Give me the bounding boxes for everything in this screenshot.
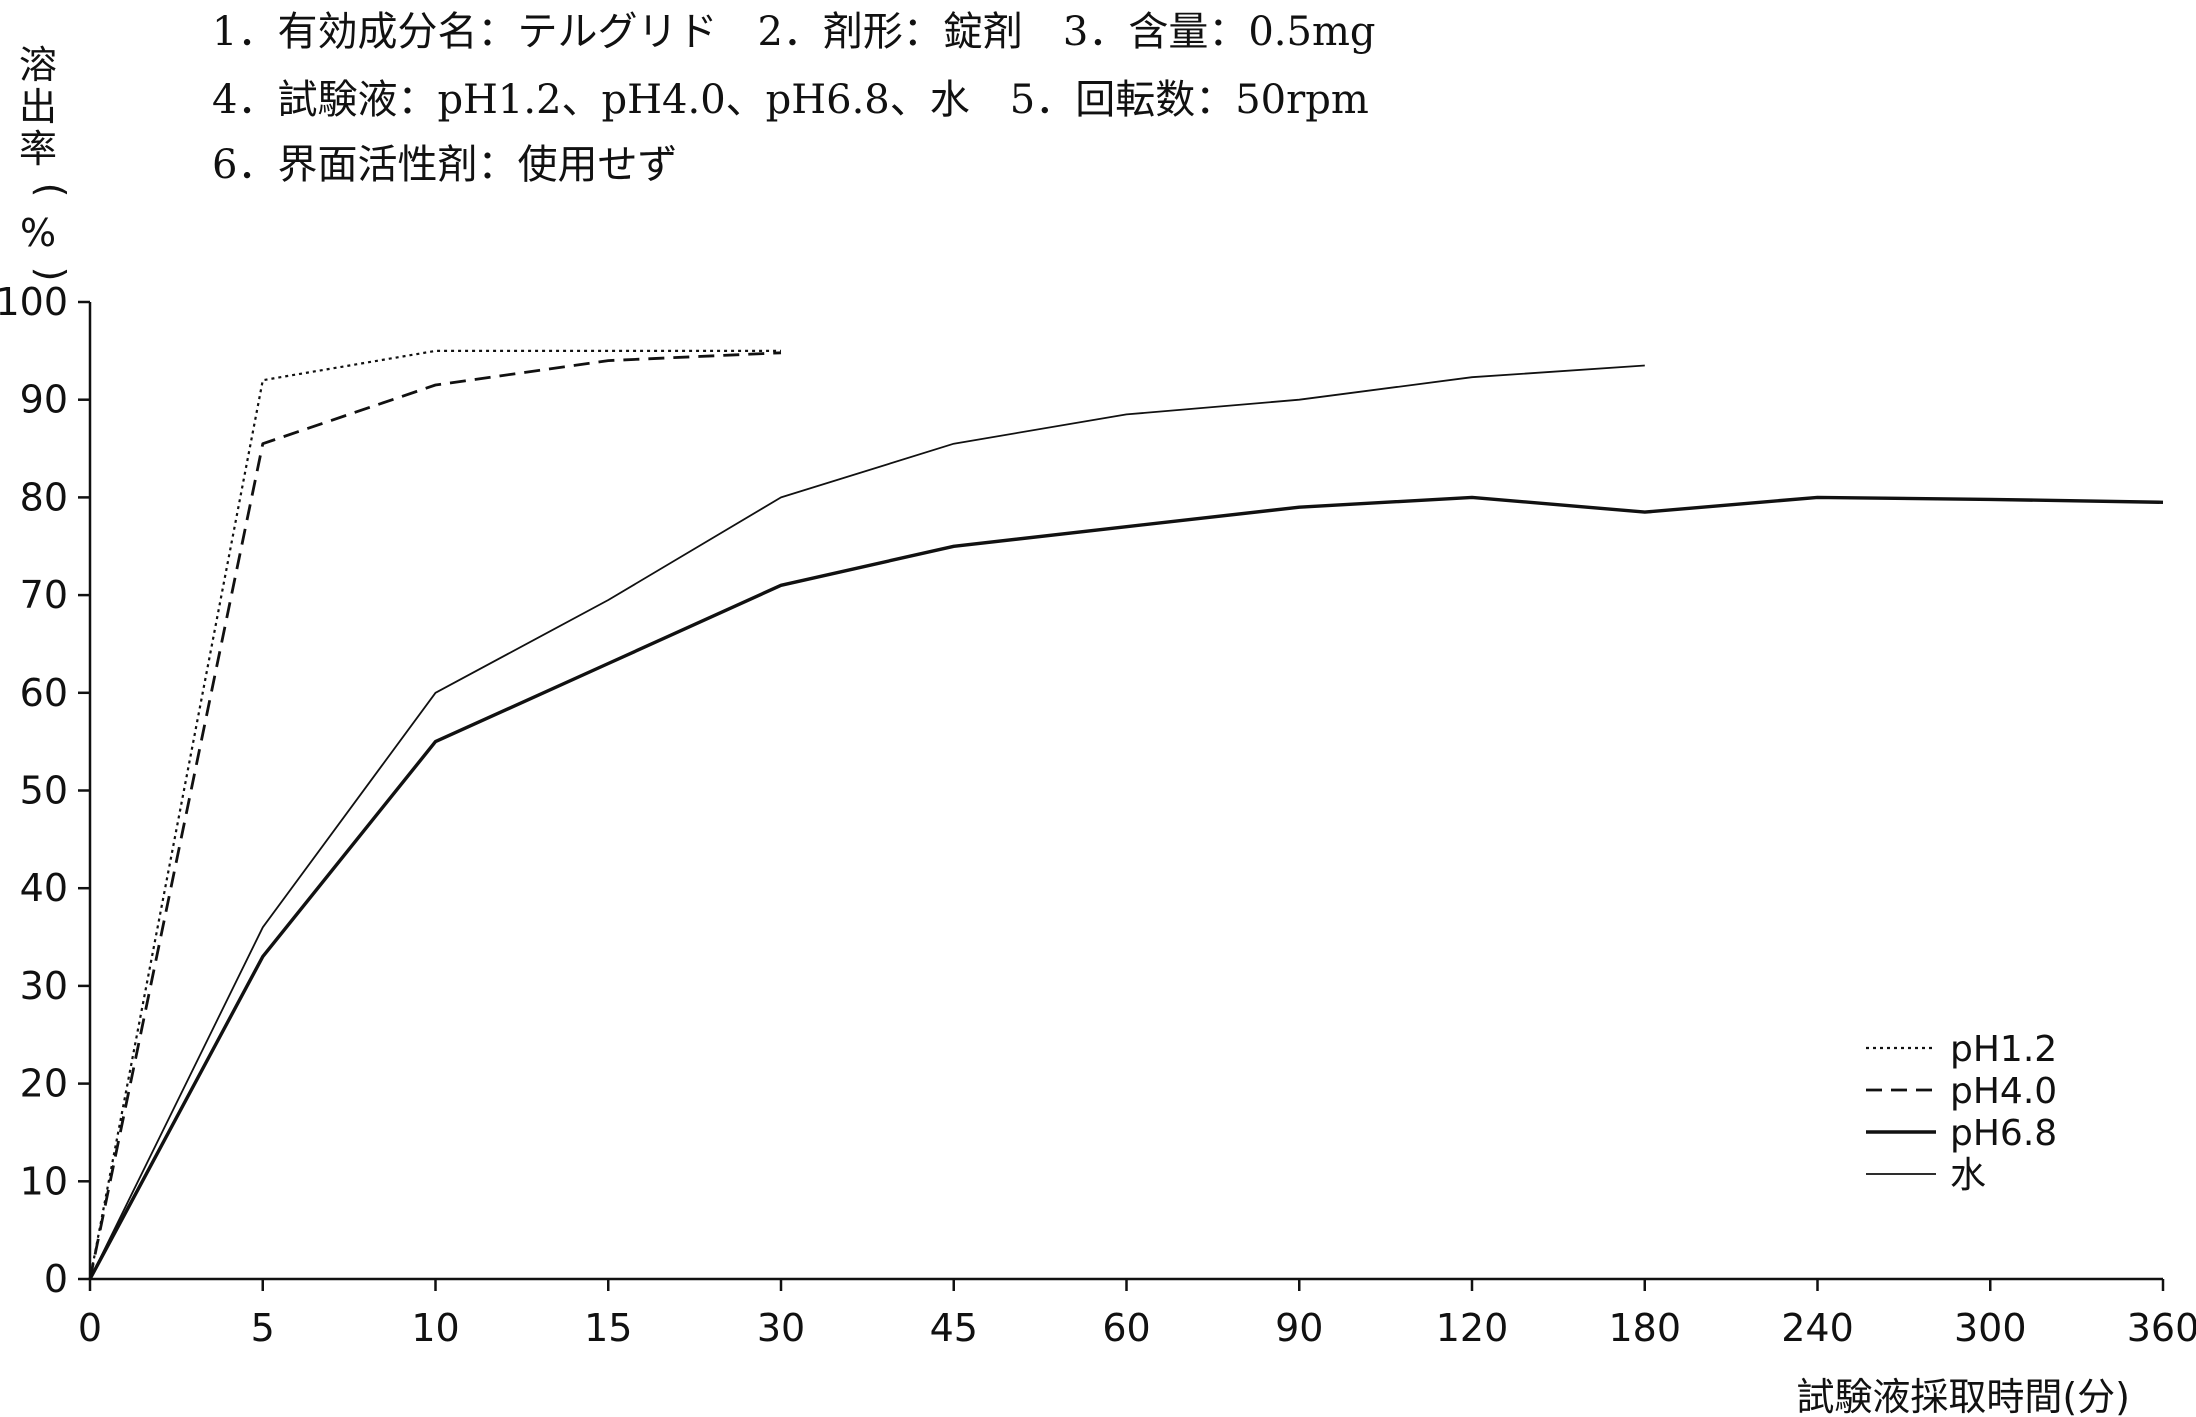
y-axis-label: 溶出率 (%) [19,43,73,281]
title-line-2: 4．試験液：pH1.2、pH4.0、pH6.8、水 5．回転数：50rpm [212,77,1369,123]
x-tick-label: 15 [584,1306,632,1350]
legend-label-2: pH6.8 [1950,1113,2057,1154]
y-tick-label: 100 [0,280,68,324]
y-tick-label: 50 [20,769,68,813]
y-tick-label: 0 [44,1257,68,1301]
x-tick-label: 120 [1436,1306,1509,1350]
x-tick-label: 240 [1781,1306,1854,1350]
x-tick-label: 10 [411,1306,459,1350]
legend-label-1: pH4.0 [1950,1071,2057,1112]
y-tick-label: 80 [20,475,68,519]
x-tick-label: 300 [1954,1306,2027,1350]
x-tick-label: 45 [930,1306,978,1350]
x-tick-label: 360 [2127,1306,2196,1350]
y-tick-label: 60 [20,671,68,715]
y-axis-label-char: 溶 [19,43,57,87]
x-tick-label: 90 [1275,1306,1323,1350]
y-axis-label-char: ( [29,183,73,198]
y-tick-label: 30 [20,964,68,1008]
x-tick-label: 180 [1608,1306,1681,1350]
axes [88,302,2163,1281]
y-tick-label: 10 [20,1159,68,1203]
y-tick-label: 40 [20,866,68,910]
y-axis-label-char: 出 [19,85,57,129]
series-line-2 [88,495,2164,1280]
y-axis-label-char: ) [29,267,73,282]
x-axis-ticks: 0 5 10 15 30 45 60 90 120 180 240 300 360 [78,1279,2196,1350]
series-line-1 [88,351,782,1280]
series-line-3 [89,364,1645,1280]
x-tick-label: 0 [78,1306,102,1350]
y-tick-label: 20 [20,1062,68,1106]
title-line-1: 1．有効成分名：テルグリド 2．剤形：錠剤 3．含量：0.5mg [212,9,1376,55]
y-tick-label: 70 [20,573,68,617]
y-tick-label: 90 [20,378,68,422]
x-tick-label: 60 [1102,1306,1150,1350]
x-tick-label: 5 [251,1306,275,1350]
y-axis-label-char: 率 [19,127,57,171]
y-axis-label-char: % [20,211,56,255]
x-axis-label: 試験液採取時間(分) [1796,1375,2130,1417]
y-axis-ticks: 0 10 20 30 40 50 60 70 80 90 100 [0,280,90,1301]
series-line-0 [88,349,781,1280]
legend-label-3: 水 [1950,1155,1986,1196]
x-tick-label: 30 [757,1306,805,1350]
title-line-3: 6．界面活性剤：使用せず [212,142,677,188]
legend-label-0: pH1.2 [1950,1029,2057,1070]
chart-title-block: 1．有効成分名：テルグリド 2．剤形：錠剤 3．含量：0.5mg 4．試験液：p… [212,9,1376,188]
series-lines [88,349,2164,1280]
